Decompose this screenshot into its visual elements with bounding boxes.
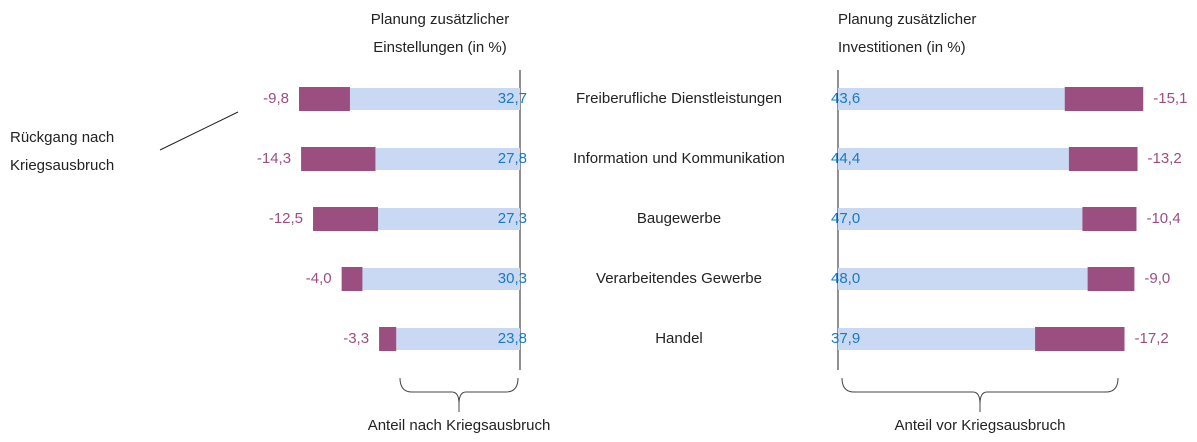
bar bbox=[838, 268, 1088, 290]
bar bbox=[838, 328, 1036, 350]
leader-line bbox=[159, 111, 239, 151]
value-label: -9,8 bbox=[263, 90, 289, 107]
bar bbox=[349, 88, 520, 110]
bar bbox=[313, 207, 379, 231]
bar bbox=[1064, 87, 1144, 111]
value-label: -12,5 bbox=[269, 210, 303, 227]
value-label: -14,3 bbox=[257, 150, 291, 167]
value-label: 27,3 bbox=[498, 210, 527, 227]
bar bbox=[838, 208, 1083, 230]
chart-title: Planung zusätzlicher Investitionen (in %… bbox=[838, 11, 977, 56]
category-label: Handel bbox=[655, 330, 703, 347]
value-label: -15,1 bbox=[1153, 90, 1187, 107]
category-label: Information und Kommunikation bbox=[573, 150, 785, 167]
bar bbox=[341, 267, 363, 291]
bar bbox=[378, 208, 520, 230]
bar bbox=[1087, 267, 1135, 291]
bar bbox=[838, 88, 1065, 110]
bracket bbox=[399, 377, 519, 412]
annotation: Rückgang nach Kriegsausbruch bbox=[10, 129, 115, 174]
value-label: 47,0 bbox=[831, 210, 860, 227]
bracket bbox=[841, 377, 1119, 412]
value-label: -4,0 bbox=[306, 270, 332, 287]
value-label: -17,2 bbox=[1135, 330, 1169, 347]
category-label: Freiberufliche Dienstleistungen bbox=[576, 90, 782, 107]
value-label: 30,3 bbox=[498, 270, 527, 287]
chart-title: Planung zusätzlicher Einstellungen (in %… bbox=[370, 11, 510, 56]
bar bbox=[375, 148, 520, 170]
category-label: Baugewerbe bbox=[637, 210, 721, 227]
category-label: Verarbeitendes Gewerbe bbox=[596, 270, 762, 287]
value-label: 23,8 bbox=[498, 330, 527, 347]
legend-label: Anteil nach Kriegsausbruch bbox=[367, 417, 551, 434]
value-label: 32,7 bbox=[498, 90, 527, 107]
bar bbox=[362, 268, 520, 290]
value-label: 43,6 bbox=[831, 90, 860, 107]
bar bbox=[1035, 327, 1125, 351]
value-label: 48,0 bbox=[831, 270, 860, 287]
bar bbox=[1082, 207, 1137, 231]
value-label: -9,0 bbox=[1144, 270, 1170, 287]
bar bbox=[396, 328, 520, 350]
value-label: 27,8 bbox=[498, 150, 527, 167]
value-label: -10,4 bbox=[1146, 210, 1180, 227]
value-label: -13,2 bbox=[1148, 150, 1182, 167]
value-label: 44,4 bbox=[831, 150, 860, 167]
bar bbox=[379, 327, 397, 351]
value-label: 37,9 bbox=[831, 330, 860, 347]
bar bbox=[1068, 147, 1138, 171]
bar bbox=[838, 148, 1069, 170]
bar bbox=[301, 147, 376, 171]
legend-label: Anteil vor Kriegsausbruch bbox=[894, 417, 1066, 434]
bar bbox=[299, 87, 350, 111]
value-label: -3,3 bbox=[343, 330, 369, 347]
